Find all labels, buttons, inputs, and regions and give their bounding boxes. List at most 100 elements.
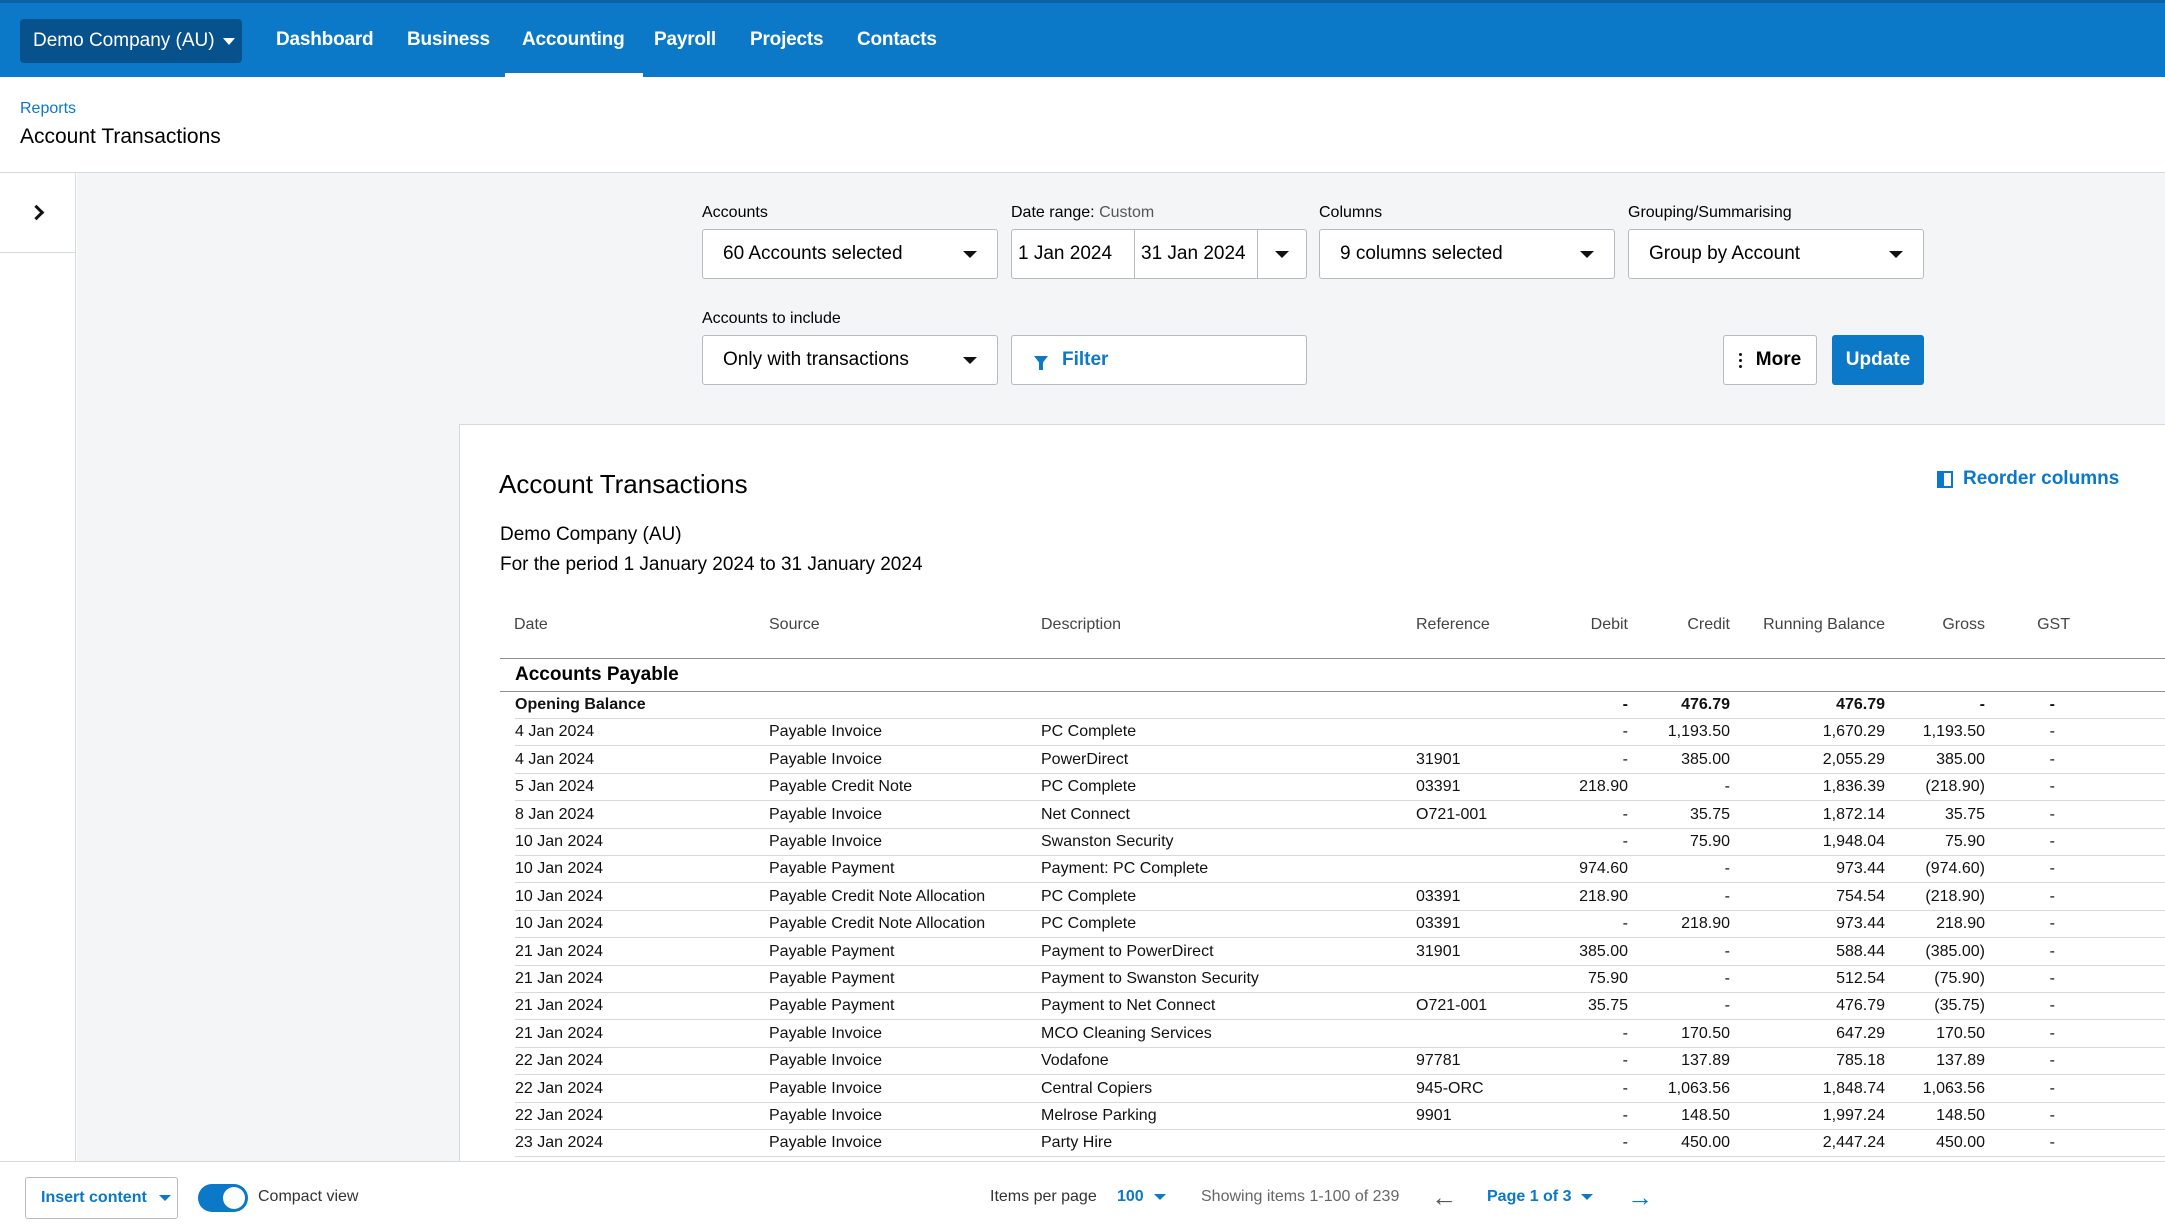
breadcrumb-reports[interactable]: Reports [20,100,77,117]
cell-source: Payable Credit Note Allocation [769,887,986,905]
table-row[interactable]: 8 Jan 2024 Payable Invoice Net Connect O721… [515,802,2165,829]
column-header-description[interactable]: Description [1041,616,1122,633]
sidebar-expand-button[interactable] [0,173,76,253]
cell-debit: - [1622,833,1628,850]
table-row[interactable]: 10 Jan 2024 Payable Credit Note Allocatio… [515,884,2165,911]
accounts-select[interactable]: 60 Accounts selected [702,229,998,279]
column-header-source[interactable]: Source [769,616,820,633]
cell-source: Payable Credit Note [769,778,913,796]
dropdown-caret-icon [1580,251,1594,258]
update-button[interactable]: Update [1832,335,1924,385]
grouping-select[interactable]: Group by Account [1628,229,1924,279]
cell-debit: - [1622,696,1628,713]
column-header-reference[interactable]: Reference [1416,616,1490,633]
cell-credit: - [1724,778,1730,796]
table-row[interactable]: 5 Jan 2024 Payable Credit Note PC Complete… [515,774,2165,802]
organisation-switcher[interactable]: Demo Company (AU) [20,19,242,63]
nav-contacts[interactable]: Contacts [857,29,937,50]
date-to-input[interactable]: 31 Jan 2024 [1134,229,1258,279]
cell-credit: 385.00 [1681,750,1730,768]
cell-gross: 218.90 [1936,915,1985,933]
items-per-page-value: 100 [1117,1188,1144,1205]
table-row[interactable]: 10 Jan 2024 Payable Invoice Swanston Secur… [515,829,2165,856]
cell-reference: O721-001 [1416,805,1488,823]
columns-icon [1937,470,1953,488]
cell-reference: 945-ORC [1416,1079,1484,1097]
cell-description: Net Connect [1041,805,1130,823]
more-button[interactable]: More [1723,335,1817,385]
table-row[interactable]: 4 Jan 2024 Payable Invoice PowerDirect 3190… [515,747,2165,774]
table-row[interactable]: 22 Jan 2024 Payable Invoice Vodafone 97781 -… [515,1048,2165,1076]
cell-gross: - [1979,696,1985,713]
cell-debit: 218.90 [1579,887,1628,905]
column-header-date[interactable]: Date [514,616,548,633]
column-header-gross[interactable]: Gross [1942,616,1985,633]
accounts-include-label: Accounts to include [702,310,841,327]
cell-date: 22 Jan 2024 [515,1079,604,1097]
report-card: Account Transactions Reorder columns Dem… [459,424,2165,1161]
column-header-running-balance[interactable]: Running Balance [1763,616,1885,633]
page-title: Account Transactions [20,125,221,148]
opening-balance-label: Opening Balance [515,696,646,713]
cell-gst: - [2049,915,2055,933]
cell-description: PC Complete [1041,915,1137,933]
cell-running-balance: 754.54 [1836,887,1885,905]
nav-dashboard[interactable]: Dashboard [276,29,374,50]
table-row[interactable]: 21 Jan 2024 Payable Payment Payment to Swa… [515,966,2165,993]
page-select[interactable]: Page 1 of 3 [1487,1188,1594,1206]
cell-reference: 9901 [1416,1107,1452,1124]
column-header-credit[interactable]: Credit [1687,616,1730,633]
table-row[interactable]: 10 Jan 2024 Payable Credit Note Allocatio… [515,911,2165,939]
nav-accounting[interactable]: Accounting [505,3,642,77]
table-row[interactable]: 23 Jan 2024 Payable Invoice Party Hire - 450… [515,1130,2165,1158]
insert-content-label: Insert content [41,1189,147,1206]
filter-button[interactable]: Filter [1011,335,1307,385]
date-range-dropdown[interactable] [1257,229,1307,279]
previous-page-arrow-icon[interactable]: ← [1431,1182,1457,1212]
table-row[interactable]: 4 Jan 2024 Payable Invoice PC Complete - 1,1… [515,719,2165,747]
date-from-input[interactable]: 1 Jan 2024 [1011,229,1135,279]
cell-debit: 35.75 [1587,997,1628,1015]
table-row[interactable]: 22 Jan 2024 Payable Invoice Central Copier… [515,1076,2165,1103]
nav-business[interactable]: Business [407,29,490,50]
cell-running-balance: 512.54 [1836,970,1885,987]
columns-select[interactable]: 9 columns selected [1319,229,1615,279]
reorder-columns-button[interactable]: Reorder columns [1937,468,2119,490]
cell-credit: 35.75 [1689,805,1730,823]
cell-source: Payable Invoice [769,1052,882,1070]
table-row[interactable]: 21 Jan 2024 Payable Invoice MCO Cleaning S… [515,1021,2165,1048]
cell-date: 22 Jan 2024 [515,1107,604,1124]
table-row[interactable]: 10 Jan 2024 Payable Payment Payment: PC Co… [515,856,2165,884]
cell-running-balance: 1,670.29 [1822,723,1885,741]
cell-gst: - [2049,942,2055,960]
column-header-debit[interactable]: Debit [1590,616,1628,633]
cell-description: Vodafone [1041,1052,1109,1070]
cell-source: Payable Invoice [769,1024,882,1042]
cell-credit: 170.50 [1681,1024,1730,1042]
nav-payroll[interactable]: Payroll [654,29,716,50]
table-row[interactable]: 21 Jan 2024 Payable Payment Payment to Net… [515,993,2165,1021]
nav-projects[interactable]: Projects [750,29,824,50]
compact-view-toggle[interactable] [198,1184,248,1212]
cell-running-balance: 2,055.29 [1822,750,1885,768]
cell-debit: - [1622,1134,1628,1152]
opening-balance-row: Opening Balance - 476.79 476.79 - - [515,692,2165,719]
cell-credit: 450.00 [1681,1134,1730,1152]
column-header-gst[interactable]: GST [2037,616,2070,633]
cell-running-balance: 647.29 [1836,1024,1885,1042]
cell-gst: - [2049,970,2055,987]
items-per-page-select[interactable]: 100 [1117,1188,1166,1206]
accounts-include-select[interactable]: Only with transactions [702,335,998,385]
kebab-menu-icon [1738,352,1742,368]
next-page-arrow-icon[interactable]: → [1627,1182,1653,1212]
cell-gross: 75.90 [1944,833,1985,850]
table-row[interactable]: 21 Jan 2024 Payable Payment Payment to Pow… [515,939,2165,966]
table-row[interactable]: 22 Jan 2024 Payable Invoice Melrose Parkin… [515,1103,2165,1130]
filter-button-label: Filter [1062,349,1109,370]
cell-date: 10 Jan 2024 [515,915,604,933]
insert-content-button[interactable]: Insert content [25,1177,178,1219]
cell-credit: 476.79 [1681,696,1730,713]
cell-credit: - [1724,942,1730,960]
cell-gross: 1,193.50 [1922,723,1985,741]
date-range-label: Date range: Custom [1011,204,1154,222]
